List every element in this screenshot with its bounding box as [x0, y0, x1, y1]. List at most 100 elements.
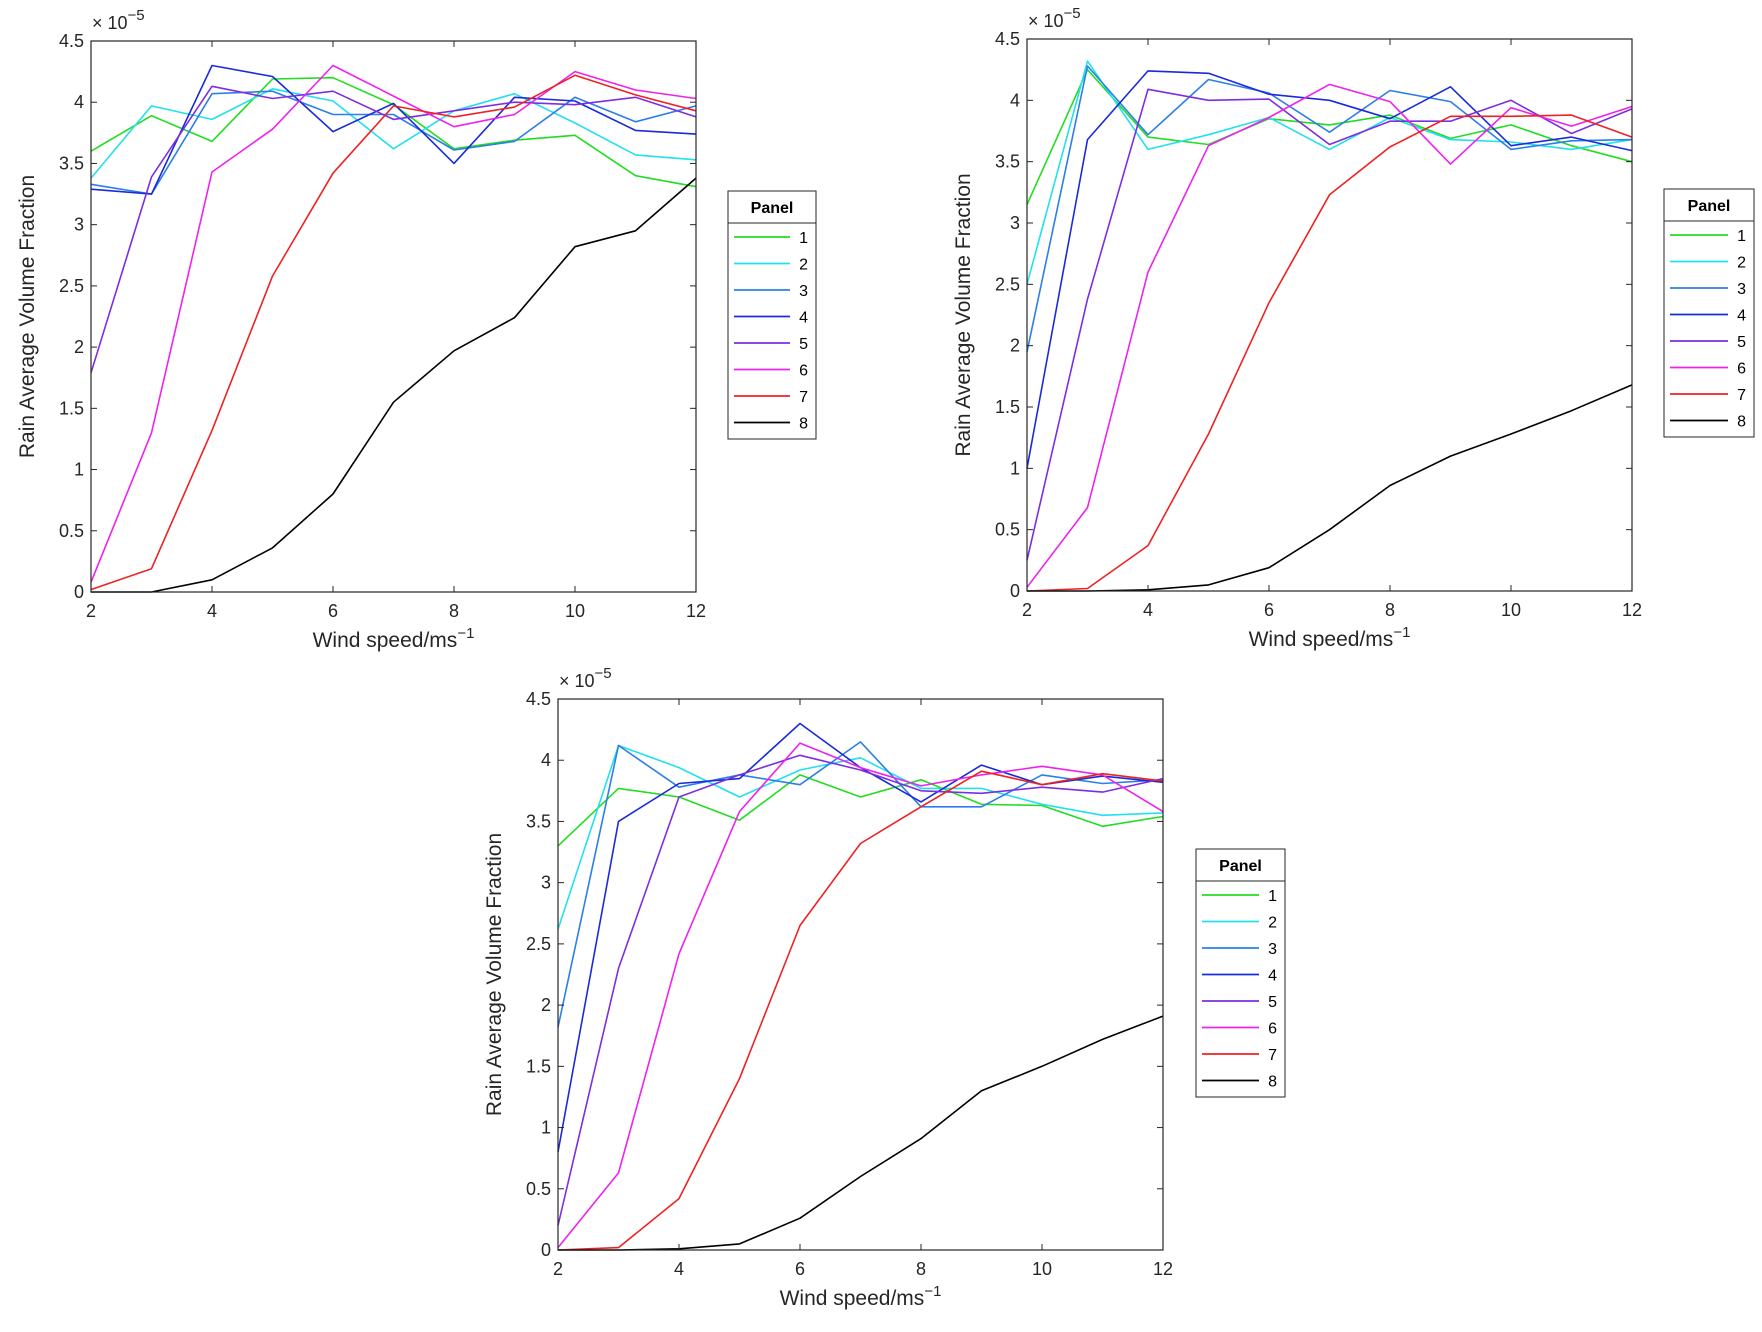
chart-1-exponent-power: −5 — [128, 7, 145, 24]
chart-3-series-6-line — [557, 742, 1164, 1249]
chart-2-series-6-line — [1026, 83, 1633, 588]
chart-1-series-4-line — [90, 64, 697, 195]
chart-1-y-tick-label: 0.5 — [59, 521, 84, 541]
chart-3-y-tick-label: 3 — [541, 873, 551, 893]
chart-3-y-tick-label: 3.5 — [526, 811, 551, 831]
chart-2-x-tick-label: 8 — [1385, 600, 1395, 620]
chart-1-x-tick-label: 4 — [207, 601, 217, 621]
chart-1-y-axis-label: Rain Average Volume Fraction — [16, 175, 39, 458]
chart-1-series-6-line — [90, 64, 697, 583]
chart-1-y-tick-label: 3 — [74, 215, 84, 235]
chart-3-legend: Panel 1 2 3 4 5 6 7 8 — [1195, 848, 1286, 1098]
chart-2-series-8-line — [1027, 384, 1633, 592]
chart-3-y-tick-label: 4.5 — [526, 689, 551, 709]
chart-2-series-2-line — [1026, 60, 1633, 285]
chart-2-series-4-line — [1026, 70, 1633, 469]
chart-1-x-axis-label: Wind speed/ms−1 — [313, 625, 475, 652]
chart-2-y-tick-label: 2 — [1010, 336, 1020, 356]
chart-3-legend-label-8: 8 — [1268, 1074, 1277, 1091]
chart-1-x-tick-label: 8 — [449, 601, 459, 621]
chart-2-legend-label-5: 5 — [1737, 334, 1746, 351]
chart-1-legend-box — [727, 190, 817, 440]
chart-3-x-tick-label: 6 — [795, 1259, 805, 1279]
chart-1-legend-label-6: 6 — [799, 363, 808, 380]
chart-1-y-tick-label: 2 — [74, 337, 84, 357]
chart-1-x-tick-label: 2 — [86, 601, 96, 621]
chart-1-series-5-line — [90, 85, 697, 374]
chart-2-x-axis-label-text: Wind speed/ms — [1249, 628, 1394, 651]
chart-3-legend-label-3: 3 — [1268, 941, 1277, 958]
chart-3-legend-label-7: 7 — [1268, 1047, 1277, 1064]
chart-3-y-tick-label: 2.5 — [526, 934, 551, 954]
chart-1-plot-area — [91, 41, 696, 592]
chart-2-exponent-label: × 10−5 — [1028, 5, 1081, 31]
chart-3-legend-label-6: 6 — [1268, 1021, 1277, 1038]
chart-3-axes-box — [557, 698, 1164, 1251]
chart-2-y-tick-label: 3.5 — [995, 152, 1020, 172]
chart-2-legend-box — [1663, 188, 1755, 438]
chart-3-x-tick-label: 4 — [674, 1259, 684, 1279]
chart-1-series-2-line — [90, 88, 697, 179]
chart-1-legend-title: Panel — [751, 200, 794, 217]
chart-1-legend-label-5: 5 — [799, 336, 808, 353]
chart-2-series-1-line — [1026, 68, 1633, 205]
chart-2-series-5-line — [1026, 88, 1633, 561]
chart-2-y-tick-label: 0.5 — [995, 520, 1020, 540]
chart-2-axes-box — [1026, 38, 1633, 592]
chart-1-legend-label-2: 2 — [799, 257, 808, 274]
chart-1-x-tick-label: 12 — [686, 601, 706, 621]
chart-2-y-tick-label: 3 — [1010, 213, 1020, 233]
chart-2-series-3-line — [1026, 65, 1633, 352]
chart-3-legend-label-4: 4 — [1268, 968, 1277, 985]
chart-2-legend: Panel 1 2 3 4 5 6 7 8 — [1663, 188, 1755, 438]
chart-2-series-7-line — [1026, 114, 1633, 592]
chart-3-exponent-label: × 10−5 — [559, 665, 612, 691]
chart-3-series-2-line — [557, 744, 1164, 930]
chart-1-exponent-prefix: × 10 — [92, 13, 128, 33]
chart-3-series-5-line — [557, 754, 1164, 1226]
chart-2-legend-label-2: 2 — [1737, 255, 1746, 272]
chart-2-exponent-power: −5 — [1064, 5, 1081, 22]
chart-1-x-axis-label-text: Wind speed/ms — [313, 629, 458, 652]
chart-2-legend-title: Panel — [1688, 198, 1731, 215]
chart-3-exponent-prefix: × 10 — [559, 671, 595, 691]
chart-2-exponent-prefix: × 10 — [1028, 11, 1064, 31]
chart-3-exponent-power: −5 — [595, 665, 612, 682]
chart-3-x-tick-label: 10 — [1032, 1259, 1052, 1279]
chart-2-y-tick-label: 4.5 — [995, 29, 1020, 49]
chart-2-y-tick-label: 1.5 — [995, 397, 1020, 417]
chart-1-legend: Panel 1 2 3 4 5 6 7 8 — [727, 190, 817, 440]
chart-1-exponent-label: × 10−5 — [92, 7, 145, 33]
chart-3-y-tick-label: 0.5 — [526, 1179, 551, 1199]
chart-1-legend-label-8: 8 — [799, 416, 808, 433]
chart-3-legend-box — [1195, 848, 1286, 1098]
chart-1-series-8-line — [91, 177, 697, 593]
chart-3-legend-label-5: 5 — [1268, 994, 1277, 1011]
chart-3-x-tick-label: 2 — [553, 1259, 563, 1279]
chart-2-y-tick-label: 0 — [1010, 581, 1020, 601]
chart-1-x-tick-label: 6 — [328, 601, 338, 621]
chart-1-legend-label-3: 3 — [799, 283, 808, 300]
chart-1-x-axis-label-superscript: −1 — [457, 625, 474, 642]
chart-1-x-tick-label: 10 — [565, 601, 585, 621]
chart-3-y-axis-label: Rain Average Volume Fraction — [483, 833, 506, 1116]
chart-2-legend-label-3: 3 — [1737, 281, 1746, 298]
chart-3-series-8-line — [558, 1015, 1164, 1251]
chart-1-legend-label-4: 4 — [799, 310, 808, 327]
chart-1-series-3-line — [90, 90, 697, 195]
chart-2-y-tick-label: 4 — [1010, 90, 1020, 110]
chart-1-legend-label-1: 1 — [799, 230, 808, 247]
chart-3-legend-label-1: 1 — [1268, 888, 1277, 905]
chart-3-x-tick-label: 8 — [916, 1259, 926, 1279]
chart-3-series-3-line — [557, 741, 1164, 1028]
chart-3-x-axis-label-superscript: −1 — [924, 1283, 941, 1300]
chart-2-legend-label-8: 8 — [1737, 414, 1746, 431]
chart-2-x-tick-label: 4 — [1143, 600, 1153, 620]
chart-3-legend-label-2: 2 — [1268, 915, 1277, 932]
chart-1-y-tick-label: 4 — [74, 92, 84, 112]
chart-2-x-axis-label: Wind speed/ms−1 — [1249, 624, 1411, 651]
